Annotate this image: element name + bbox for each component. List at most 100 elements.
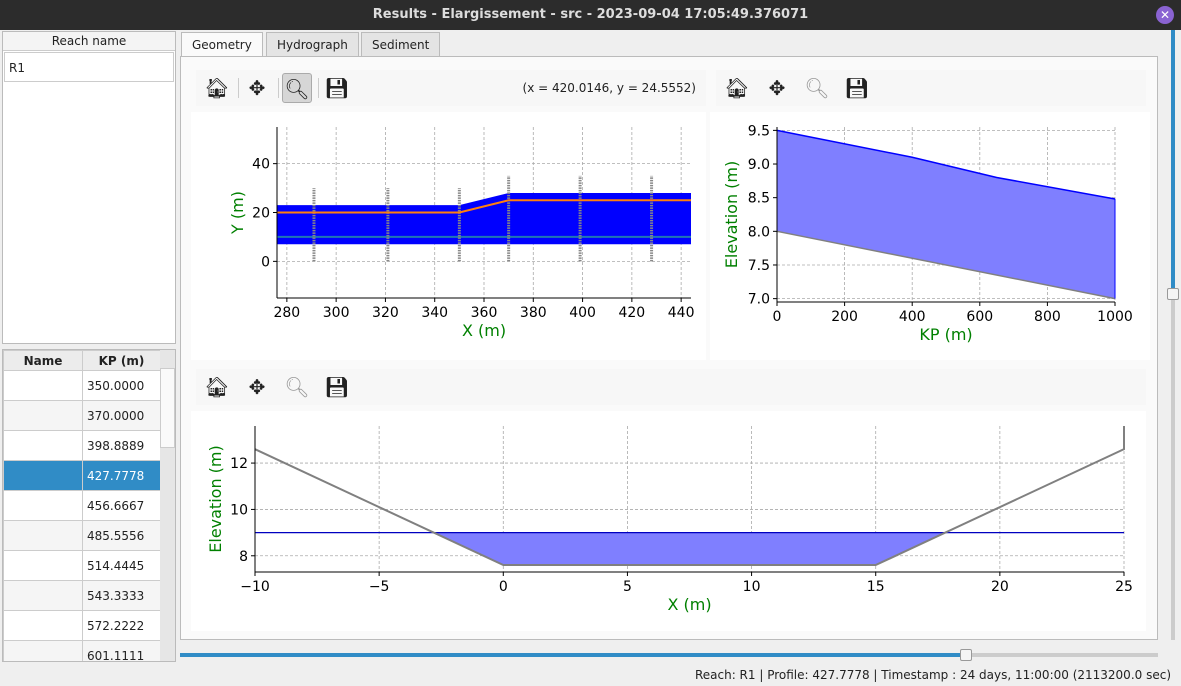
status-bar: Reach: R1 | Profile: 427.7778 | Timestam…	[694, 668, 1171, 682]
reach-item[interactable]: R1	[4, 52, 174, 82]
x-tick-label: 800	[1034, 309, 1061, 325]
toolbar-planview: 🏠︎ ✥ 🔍︎ 💾︎ (x = 420.0146, y = 24.5552)	[196, 70, 706, 106]
x-tick-label: 20	[991, 579, 1009, 595]
profile-name	[3, 610, 83, 641]
x-axis-label: X (m)	[462, 321, 506, 340]
profile-name	[3, 430, 83, 461]
x-tick-label: 1000	[1097, 309, 1133, 325]
table-row[interactable]: 543.3333	[3, 580, 161, 611]
longitudinal-chart[interactable]: 0 200 400 600 800 1000 7.0 7.5 8.0 8.5 9.0 9.5 KP (m…	[710, 112, 1150, 360]
table-row[interactable]: 514.4445	[3, 550, 161, 581]
timestamp-slider[interactable]	[180, 648, 1158, 662]
profile-kp: 601.1111	[82, 640, 161, 661]
home-icon[interactable]: 🏠︎	[204, 76, 230, 100]
x-tick-label: 0	[499, 579, 508, 595]
table-row[interactable]: 370.0000	[3, 400, 161, 431]
planview-chart[interactable]: 280 300 320 340 360 380 400 420 440 0 20 40 X (m) Y (…	[191, 112, 706, 360]
profile-name	[3, 550, 83, 581]
profile-kp: 370.0000	[82, 400, 161, 431]
table-row[interactable]: 398.8889	[3, 430, 161, 461]
x-tick-label: 280	[273, 305, 300, 321]
table-scrollbar[interactable]	[160, 350, 175, 661]
zoom-icon[interactable]: 🔍︎	[282, 73, 312, 103]
x-tick-label: 25	[1115, 579, 1133, 595]
profile-name	[3, 640, 83, 661]
vertical-slider[interactable]	[1167, 30, 1179, 640]
window-titlebar: Results - Elargissement - src - 2023-09-…	[0, 0, 1181, 30]
zoom-icon[interactable]: 🔍︎	[804, 76, 830, 100]
profile-kp: 350.0000	[82, 370, 161, 401]
bed-profile-line	[254, 426, 1125, 567]
profile-kp: 485.5556	[82, 520, 161, 551]
close-button[interactable]: ✕	[1156, 6, 1174, 24]
water-area	[433, 532, 946, 566]
cursor-coords: (x = 420.0146, y = 24.5552)	[522, 81, 696, 95]
tab-sediment[interactable]: Sediment	[361, 32, 441, 57]
profile-name	[3, 460, 83, 491]
y-tick-label: 10	[230, 502, 248, 518]
window-title: Results - Elargissement - src - 2023-09-…	[372, 7, 809, 22]
x-tick-label: 200	[831, 309, 858, 325]
y-tick-label: 40	[252, 157, 270, 173]
x-tick-label: 360	[471, 305, 498, 321]
y-tick-label: 7.5	[748, 258, 770, 274]
x-tick-label: −5	[369, 579, 390, 595]
zoom-icon[interactable]: 🔍︎	[284, 375, 310, 399]
x-tick-label: 10	[743, 579, 761, 595]
toolbar-crosssection: 🏠︎ ✥ 🔍︎ 💾︎	[196, 369, 1146, 405]
profile-kp: 572.2222	[82, 610, 161, 641]
table-row[interactable]: 350.0000	[3, 370, 161, 401]
x-tick-label: 15	[867, 579, 885, 595]
water-band	[277, 192, 691, 245]
save-icon[interactable]: 💾︎	[324, 375, 350, 399]
table-row[interactable]: 427.7778	[3, 460, 161, 491]
profile-kp: 543.3333	[82, 580, 161, 611]
y-tick-label: 8.5	[748, 191, 770, 207]
table-row[interactable]: 456.6667	[3, 490, 161, 521]
table-row[interactable]: 601.1111	[3, 640, 161, 661]
x-tick-label: 400	[899, 309, 926, 325]
x-tick-label: 600	[966, 309, 993, 325]
table-row[interactable]: 572.2222	[3, 610, 161, 641]
profile-name	[3, 490, 83, 521]
save-icon[interactable]: 💾︎	[324, 76, 350, 100]
tab-geometry[interactable]: Geometry	[181, 32, 263, 57]
thalweg-line	[277, 199, 691, 214]
y-tick-label: 12	[230, 456, 248, 472]
x-tick-label: 400	[569, 305, 596, 321]
y-axis-label: Y (m)	[228, 191, 247, 235]
profile-name	[3, 400, 83, 431]
profile-kp: 456.6667	[82, 490, 161, 521]
col-name[interactable]: Name	[3, 350, 83, 371]
pan-icon[interactable]: ✥	[768, 76, 786, 100]
reach-list-header: Reach name	[3, 32, 175, 51]
pan-icon[interactable]: ✥	[248, 375, 266, 399]
pan-icon[interactable]: ✥	[248, 76, 266, 100]
tab-hydrograph[interactable]: Hydrograph	[266, 32, 359, 57]
crosssection-chart[interactable]: −10 −5 0 5 10 15 20 25 8 10 12 X (m) Elevation (m)	[191, 411, 1146, 631]
profile-table: Name KP (m) 350.0000 370.0000 398.8889 427.77…	[2, 349, 176, 662]
y-axis-label: Elevation (m)	[206, 445, 225, 552]
home-icon[interactable]: 🏠︎	[724, 76, 750, 100]
table-row[interactable]: 485.5556	[3, 520, 161, 551]
x-tick-label: 300	[323, 305, 350, 321]
col-kp[interactable]: KP (m)	[82, 350, 161, 371]
water-area	[777, 130, 1115, 299]
home-icon[interactable]: 🏠︎	[204, 375, 230, 399]
y-tick-label: 7.0	[748, 292, 770, 308]
profile-kp: 427.7778	[82, 460, 161, 491]
x-tick-label: 0	[773, 309, 782, 325]
profile-name	[3, 520, 83, 551]
x-axis-label: X (m)	[667, 595, 711, 614]
profile-name	[3, 370, 83, 401]
save-icon[interactable]: 💾︎	[844, 76, 870, 100]
x-tick-label: 420	[618, 305, 645, 321]
x-tick-label: 440	[668, 305, 695, 321]
profile-kp: 514.4445	[82, 550, 161, 581]
reach-list: Reach name R1	[2, 31, 176, 344]
y-tick-label: 9.5	[748, 123, 770, 139]
water-surface-line	[776, 129, 1116, 200]
y-tick-label: 8	[239, 549, 248, 565]
bed-line	[776, 230, 1116, 300]
x-tick-label: 320	[372, 305, 399, 321]
